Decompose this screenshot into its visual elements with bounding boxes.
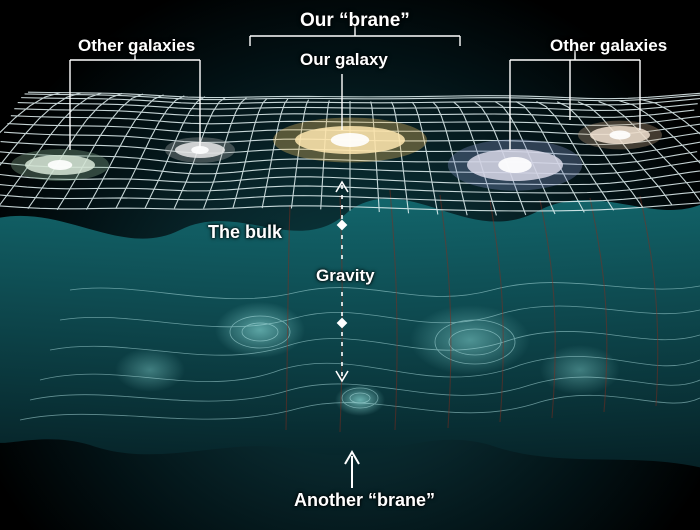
label-gravity: Gravity bbox=[316, 266, 375, 286]
label-other-galaxies-left: Other galaxies bbox=[78, 36, 195, 56]
annotation-layer bbox=[0, 0, 700, 530]
label-another-brane: Another “brane” bbox=[294, 490, 435, 511]
label-the-bulk: The bulk bbox=[208, 222, 282, 243]
label-other-galaxies-right: Other galaxies bbox=[550, 36, 667, 56]
label-our-brane: Our “brane” bbox=[300, 10, 410, 32]
label-our-galaxy: Our galaxy bbox=[300, 50, 388, 70]
diagram-stage: Our “brane” Other galaxies Our galaxy Ot… bbox=[0, 0, 700, 530]
